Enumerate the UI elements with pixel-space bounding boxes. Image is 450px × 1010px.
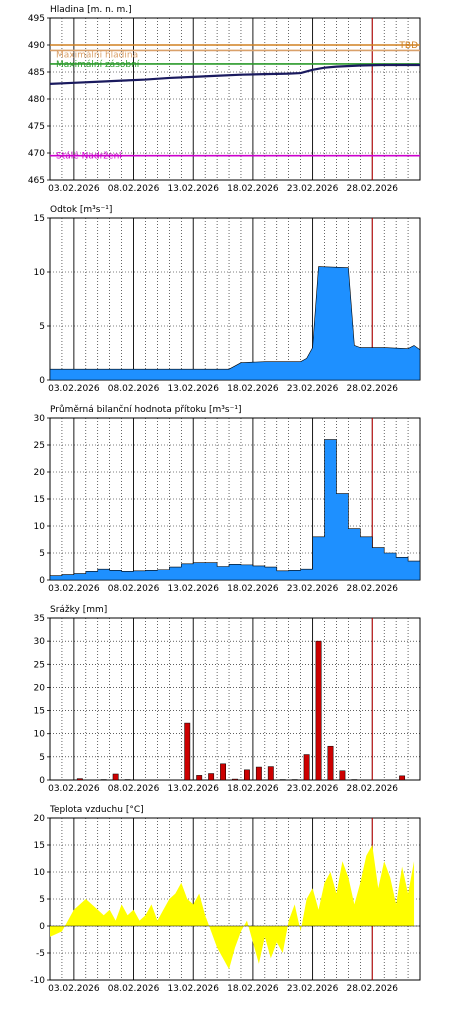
level-series-line	[49, 63, 420, 85]
y-tick-label: 15	[34, 495, 45, 505]
y-tick-label: 465	[28, 176, 45, 186]
y-tick-label: 25	[34, 441, 45, 451]
y-tick-label: -5	[36, 949, 45, 959]
chart-panel-4: Teplota vzduchu [°C] -10 -5 0 5 10 15 20 03.02.2…	[30, 805, 421, 994]
precip-bar	[399, 775, 406, 781]
y-tick-label: 495	[28, 14, 45, 24]
chart-panel-2: Průměrná bilanční hodnota přítoku [m³s⁻¹…	[34, 404, 421, 594]
level-label-1: Maximální hladina	[56, 50, 138, 60]
x-tick-label: 08.02.2026	[108, 384, 160, 394]
chart-title: Průměrná bilanční hodnota přítoku [m³s⁻¹…	[50, 404, 241, 415]
precip-bar	[244, 769, 250, 781]
area-series	[50, 845, 415, 970]
x-tick-label: 23.02.2026	[287, 784, 339, 794]
y-tick-label: 485	[28, 68, 45, 78]
y-tick-label: 475	[28, 122, 45, 132]
y-tick-label: 30	[34, 414, 46, 424]
x-tick-label: 03.02.2026	[48, 584, 100, 594]
x-tick-label: 18.02.2026	[227, 584, 279, 594]
level-label-2: Maximální zásobní	[56, 60, 140, 70]
x-tick-label: 13.02.2026	[167, 584, 219, 594]
y-tick-label: 480	[28, 95, 45, 105]
x-tick-label: 08.02.2026	[108, 584, 160, 594]
chart-panel-3: Srážky [mm] 0 5 10 15 20 25 30 35 03.02.2026 08.02…	[34, 605, 421, 794]
x-tick-label: 13.02.2026	[167, 184, 219, 194]
x-tick-label: 23.02.2026	[287, 184, 339, 194]
y-tick-label: 15	[34, 214, 45, 224]
precip-bar	[184, 722, 191, 781]
y-tick-label: 5	[39, 753, 45, 763]
x-tick-label: 03.02.2026	[48, 784, 100, 794]
y-tick-label: 20	[34, 468, 46, 478]
x-tick-label: 13.02.2026	[167, 984, 219, 994]
x-tick-label: 13.02.2026	[167, 784, 219, 794]
y-tick-label: 0	[39, 922, 45, 932]
y-tick-label: 10	[34, 868, 46, 878]
chart-title: Teplota vzduchu [°C]	[49, 805, 144, 815]
plot-frame	[49, 617, 421, 781]
precip-bar	[315, 640, 322, 781]
precip-bar	[76, 778, 83, 781]
x-tick-label: 18.02.2026	[227, 984, 279, 994]
level-label-0: TBD	[398, 41, 418, 51]
x-tick-label: 13.02.2026	[167, 384, 219, 394]
chart-title: Odtok [m³s⁻¹]	[50, 205, 112, 215]
precip-bar	[255, 766, 262, 781]
chart-title: Srážky [mm]	[50, 605, 107, 615]
x-tick-label: 23.02.2026	[287, 384, 339, 394]
x-tick-label: 28.02.2026	[346, 384, 398, 394]
x-tick-label: 08.02.2026	[108, 784, 160, 794]
x-tick-label: 03.02.2026	[48, 184, 100, 194]
precip-bar	[267, 766, 274, 781]
precip-bar	[112, 773, 119, 781]
precip-bar	[208, 773, 215, 781]
x-tick-label: 23.02.2026	[287, 584, 339, 594]
y-tick-label: 10	[34, 730, 46, 740]
y-tick-label: 10	[34, 522, 46, 532]
y-tick-label: 5	[39, 549, 45, 559]
y-tick-label: 20	[34, 683, 46, 693]
y-tick-label: 490	[28, 41, 45, 51]
y-tick-label: 30	[34, 637, 46, 647]
x-tick-label: 03.02.2026	[48, 384, 100, 394]
y-tick-label: -10	[30, 976, 45, 986]
chart-title: Hladina [m. n. m.]	[50, 5, 132, 15]
x-tick-label: 18.02.2026	[227, 384, 279, 394]
y-tick-label: 5	[39, 895, 45, 905]
x-tick-label: 03.02.2026	[48, 984, 100, 994]
y-tick-label: 0	[39, 776, 45, 786]
precip-bar	[196, 775, 203, 781]
precip-bar	[232, 778, 238, 781]
y-tick-label: 0	[39, 576, 45, 586]
x-tick-label: 08.02.2026	[108, 984, 160, 994]
area-series	[49, 439, 421, 581]
x-tick-label: 23.02.2026	[287, 984, 339, 994]
x-tick-label: 18.02.2026	[227, 184, 279, 194]
y-tick-label: 5	[39, 322, 45, 332]
precip-bar	[220, 763, 226, 781]
chart-panel-1: Odtok [m³s⁻¹] 0 5 10 15 03.02.2026 08.02.2026 1…	[34, 205, 421, 394]
precip-bar	[339, 770, 346, 781]
x-tick-label: 28.02.2026	[346, 184, 398, 194]
y-tick-label: 15	[34, 707, 45, 717]
y-tick-label: 0	[39, 376, 45, 386]
x-tick-label: 28.02.2026	[346, 584, 398, 594]
level-label-3: Stálé Nadržení	[56, 151, 122, 162]
y-tick-label: 20	[34, 814, 46, 824]
y-tick-label: 10	[34, 268, 46, 278]
y-tick-label: 25	[34, 660, 45, 670]
x-tick-label: 28.02.2026	[346, 784, 398, 794]
y-tick-label: 15	[34, 841, 45, 851]
y-tick-label: 470	[28, 149, 45, 159]
area-series	[49, 266, 421, 381]
y-tick-label: 35	[34, 614, 45, 624]
precip-bar	[327, 745, 334, 781]
x-tick-label: 28.02.2026	[346, 984, 398, 994]
chart-panel-0: Hladina [m. n. m.] 465 470 475 480 485 490 495 T…	[28, 5, 421, 194]
precip-bar	[303, 754, 310, 781]
x-tick-label: 08.02.2026	[108, 184, 160, 194]
x-tick-label: 18.02.2026	[227, 784, 279, 794]
